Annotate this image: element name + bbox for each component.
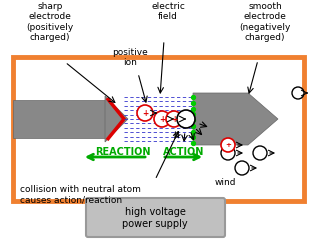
Circle shape (177, 110, 195, 128)
Text: electric
field: electric field (151, 2, 185, 21)
Text: positive
ion: positive ion (112, 48, 148, 67)
Text: +: + (225, 142, 231, 148)
Circle shape (221, 146, 235, 160)
FancyBboxPatch shape (86, 198, 225, 237)
Circle shape (166, 111, 182, 127)
Text: high voltage
power supply: high voltage power supply (122, 207, 188, 229)
Circle shape (235, 161, 249, 175)
Circle shape (253, 146, 267, 160)
Bar (13, 100, 105, 138)
Circle shape (137, 105, 153, 121)
Polygon shape (193, 93, 278, 145)
Circle shape (292, 87, 304, 99)
Text: ACTION: ACTION (163, 147, 204, 157)
Bar (13, 57, 304, 201)
Text: wind: wind (215, 178, 236, 187)
Text: +: + (159, 114, 165, 124)
Text: collision with neutral atom
causes action/reaction: collision with neutral atom causes actio… (20, 185, 141, 204)
Text: +: + (142, 108, 148, 118)
Text: smooth
electrode
(negatively
charged): smooth electrode (negatively charged) (239, 2, 291, 42)
Circle shape (221, 138, 235, 152)
Circle shape (154, 111, 170, 127)
Text: REACTION: REACTION (95, 147, 150, 157)
Polygon shape (105, 96, 128, 142)
Text: sharp
electrode
(positively
charged): sharp electrode (positively charged) (26, 2, 74, 42)
Text: +: + (171, 114, 177, 124)
